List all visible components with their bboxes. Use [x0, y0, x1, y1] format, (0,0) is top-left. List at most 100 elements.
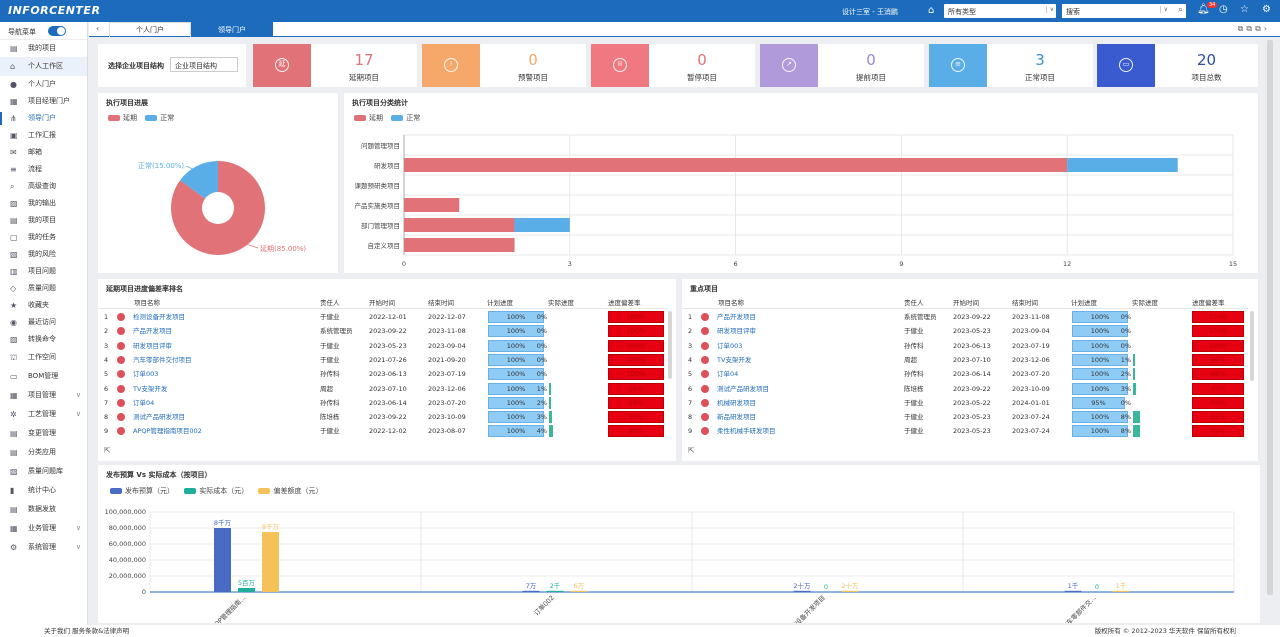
- export-icon[interactable]: ⇱: [104, 446, 111, 455]
- sidebar-item-16[interactable]: ◉ 最近访问: [0, 314, 87, 331]
- sidebar-item-27[interactable]: ▦ 业务管理 ∨: [0, 519, 87, 538]
- project-name-link[interactable]: 研发项目评审: [717, 327, 756, 336]
- kpi-card-4[interactable]: ≡ 3 正常项目: [929, 44, 1093, 87]
- sidebar-item-4[interactable]: ⋔ 领导门户: [0, 110, 87, 127]
- sidebar-item-10[interactable]: ▤ 我的项目: [0, 212, 87, 229]
- current-user[interactable]: 设计三室 - 王消鹏: [842, 8, 898, 16]
- bar-delay[interactable]: [404, 198, 460, 212]
- column-header[interactable]: 开始时间: [953, 299, 979, 307]
- type-select[interactable]: 所有类型 ∨: [944, 4, 1056, 18]
- legend-item-deviation[interactable]: 偏差额度（元）: [258, 487, 322, 495]
- sidebar-item-24[interactable]: ▧ 质量问题库: [0, 462, 87, 481]
- sidebar-item-3[interactable]: ▦ 项目经理门户: [0, 93, 87, 110]
- budget-bar[interactable]: [262, 532, 279, 592]
- table-row[interactable]: 6 测试产品研发项目 陈培栋 2023-09-22 2023-10-09 100% 3% 97…: [682, 382, 1248, 396]
- project-name-link[interactable]: APQP管理指南项目002: [133, 427, 202, 436]
- budget-bar[interactable]: [238, 588, 255, 592]
- table-row[interactable]: 1 检测设备开发项目 于健业 2022-12-01 2022-12-07 100% 0% 10…: [98, 310, 668, 324]
- sidebar-item-6[interactable]: ✉ 邮箱: [0, 144, 87, 161]
- table-row[interactable]: 6 TV支架开发 周超 2023-07-10 2023-12-06 100% 1% 99%: [98, 382, 668, 396]
- project-name-link[interactable]: 订单003: [133, 370, 159, 379]
- project-name-link[interactable]: 订单04: [133, 398, 155, 407]
- table-row[interactable]: 2 产品开发项目 系统管理员 2023-09-22 2023-11-08 100% 0% 10…: [98, 324, 668, 338]
- page-scrollbar[interactable]: [1267, 40, 1273, 595]
- nav-toggle[interactable]: [48, 26, 66, 36]
- bar-normal[interactable]: [1067, 158, 1178, 172]
- column-header[interactable]: 实际进度: [1132, 299, 1158, 307]
- kpi-card-0[interactable]: 延 17 延期项目: [253, 44, 417, 87]
- gear-icon[interactable]: ⚙: [1262, 4, 1271, 15]
- legend-item-normal[interactable]: 正常: [391, 114, 420, 122]
- column-header[interactable]: 实际进度: [548, 299, 574, 307]
- legend-item-normal[interactable]: 正常: [145, 114, 174, 122]
- table-row[interactable]: 5 订单003 孙传科 2023-06-13 2023-07-19 100% 0% 100%: [98, 367, 668, 381]
- column-header[interactable]: 责任人: [320, 299, 340, 307]
- column-header[interactable]: 计划进度: [487, 299, 513, 307]
- kpi-card-3[interactable]: ↗ 0 提前项目: [760, 44, 924, 87]
- column-header[interactable]: 进度偏差率: [608, 299, 641, 307]
- sidebar-item-20[interactable]: ▦ 项目管理 ∨: [0, 386, 87, 405]
- project-name-link[interactable]: 订单003: [717, 341, 743, 350]
- project-name-link[interactable]: 测试产品研发项目: [717, 384, 769, 393]
- sidebar-item-2[interactable]: ● 个人门户: [0, 76, 87, 93]
- project-name-link[interactable]: 检测设备开发项目: [133, 313, 185, 321]
- sidebar-item-17[interactable]: ▨ 转换命令: [0, 331, 87, 348]
- table-row[interactable]: 8 测试产品研发项目 陈培栋 2023-09-22 2023-10-09 100% 3% 97…: [98, 410, 668, 424]
- budget-bar[interactable]: [522, 590, 540, 592]
- table-row[interactable]: 7 订单04 孙传科 2023-06-14 2023-07-20 100% 2% 98%: [98, 396, 668, 410]
- project-name-link[interactable]: TV支架开发: [717, 355, 752, 364]
- sidebar-item-19[interactable]: ▭ BOM管理: [0, 367, 87, 386]
- project-name-link[interactable]: 研发项目评审: [133, 341, 172, 350]
- sidebar-item-5[interactable]: ▣ 工作汇报: [0, 127, 87, 144]
- table-row[interactable]: 4 汽车零部件交付项目 于健业 2021-07-26 2021-09-20 100% 0% 1…: [98, 353, 668, 367]
- column-header[interactable]: 项目名称: [718, 299, 744, 307]
- column-header[interactable]: 结束时间: [428, 299, 454, 307]
- sidebar-item-21[interactable]: ✲ 工艺管理 ∨: [0, 405, 87, 424]
- column-header[interactable]: 进度偏差率: [1192, 299, 1225, 307]
- budget-bar[interactable]: [1112, 590, 1130, 592]
- project-name-link[interactable]: 产品开发项目: [133, 327, 172, 336]
- project-name-link[interactable]: 测试产品研发项目: [133, 413, 185, 422]
- sidebar-item-18[interactable]: ⛫ 工作空间: [0, 348, 87, 367]
- tab-personal-portal[interactable]: 个人门户: [109, 22, 191, 37]
- legend-item-delay[interactable]: 延期: [354, 114, 383, 122]
- legend-item-budget[interactable]: 发布预算（元）: [110, 487, 174, 495]
- sidebar-item-25[interactable]: ▮ 统计中心: [0, 481, 87, 500]
- search-input[interactable]: 搜索 ∨ ⌕: [1062, 4, 1186, 18]
- sidebar-item-11[interactable]: ▢ 我的任务: [0, 229, 87, 246]
- clock-icon[interactable]: ◷: [1219, 4, 1228, 15]
- table-row[interactable]: 2 研发项目评审 于健业 2023-05-23 2023-09-04 100% 0% 100%: [682, 324, 1248, 338]
- sidebar-item-28[interactable]: ⚙ 系统管理 ∨: [0, 538, 87, 557]
- project-name-link[interactable]: 订单04: [717, 370, 739, 379]
- legend-item-actual[interactable]: 实际成本（元）: [184, 487, 248, 495]
- table-row[interactable]: 4 TV支架开发 周超 2023-07-10 2023-12-06 100% 1% 99%: [682, 353, 1248, 367]
- table-row[interactable]: 9 APQP管理指南项目002 于健业 2022-12-02 2023-08-07 100…: [98, 424, 668, 438]
- table-row[interactable]: 1 产品开发项目 系统管理员 2023-09-22 2023-11-08 100% 0% 10…: [682, 310, 1248, 324]
- column-header[interactable]: 项目名称: [134, 299, 160, 307]
- budget-bar[interactable]: [570, 590, 588, 592]
- budget-bar[interactable]: [841, 590, 859, 592]
- key-table-scrollbar[interactable]: [1250, 311, 1254, 381]
- project-name-link[interactable]: 柔性机械手研发项目: [717, 427, 776, 436]
- tab-leader-portal[interactable]: 领导门户: [191, 22, 273, 37]
- table-row[interactable]: 3 订单003 孙传科 2023-06-13 2023-07-19 100% 0% 100%: [682, 339, 1248, 353]
- budget-bar[interactable]: [546, 590, 564, 592]
- project-name-link[interactable]: 汽车零部件交付项目: [133, 355, 192, 364]
- project-name-link[interactable]: TV支架开发: [133, 384, 168, 393]
- kpi-card-5[interactable]: ▭ 20 项目总数: [1097, 44, 1258, 87]
- column-header[interactable]: 计划进度: [1071, 299, 1097, 307]
- project-name-link[interactable]: 机械研发项目: [717, 398, 756, 407]
- star-icon[interactable]: ☆: [1240, 4, 1249, 15]
- sidebar-item-13[interactable]: ▥ 项目问题: [0, 263, 87, 280]
- sidebar-item-9[interactable]: ▨ 我的输出: [0, 195, 87, 212]
- kpi-card-2[interactable]: II 0 暂停项目: [591, 44, 755, 87]
- sidebar-item-23[interactable]: ▤ 分类应用: [0, 443, 87, 462]
- table-row[interactable]: 5 订单04 孙传科 2023-06-14 2023-07-20 100% 2% 98%: [682, 367, 1248, 381]
- project-name-link[interactable]: 产品开发项目: [717, 313, 756, 321]
- search-icon[interactable]: ⌕: [1177, 5, 1183, 15]
- sidebar-item-1[interactable]: ⌂ 个人工作区: [0, 57, 87, 76]
- sidebar-item-26[interactable]: ▤ 数据发放: [0, 500, 87, 519]
- table-row[interactable]: 8 新品研发项目 于健业 2023-05-23 2023-07-24 100% 8% 92%: [682, 410, 1248, 424]
- tab-tools[interactable]: ⧉⧉⧉›: [1237, 24, 1270, 33]
- budget-bar[interactable]: [214, 528, 231, 592]
